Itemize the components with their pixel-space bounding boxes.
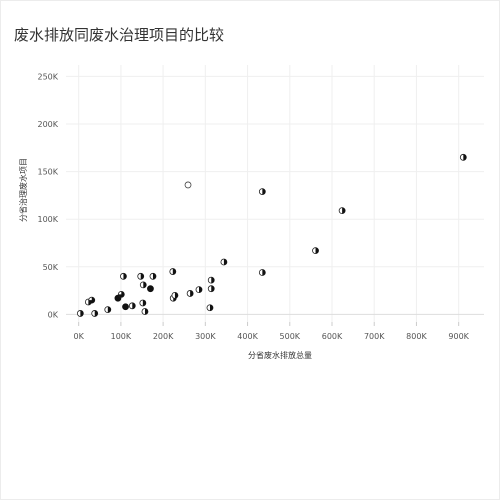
scatter-point[interactable] [184,181,192,189]
scatter-point[interactable] [91,310,99,317]
scatter-point[interactable] [258,188,266,195]
scatter-point[interactable] [137,272,145,280]
x-tick-label: 800K [406,332,427,341]
scatter-point[interactable] [312,247,319,255]
chart-title: 废水排放同废水治理项目的比较 [14,26,225,44]
scatter-point[interactable] [139,299,147,307]
scatter-point[interactable] [169,268,177,275]
scatter-point[interactable] [338,207,346,215]
scatter-point[interactable] [76,310,84,317]
y-axis-label: 分省治理废水项目 [18,158,28,222]
scatter-point[interactable] [88,296,96,304]
scatter-point[interactable] [220,258,228,266]
x-tick-label: 0K [73,332,84,341]
x-tick-label: 200K [153,332,174,341]
x-tick-label: 100K [111,332,132,341]
grid-lines [66,65,484,322]
scatter-point[interactable] [128,302,136,310]
scatter-point[interactable] [258,269,266,276]
scatter-point[interactable] [104,306,112,314]
y-tick-label: 50K [43,263,59,272]
scatter-point[interactable] [171,291,179,299]
y-tick-label: 200K [37,120,58,129]
y-tick-label: 250K [37,72,58,81]
y-tick-label: 0K [48,310,59,319]
scatter-point[interactable] [207,285,215,293]
x-axis-label: 分省废水排放总量 [248,350,312,360]
scatter-point[interactable] [139,281,147,289]
scatter-point[interactable] [120,272,127,280]
x-tick-label: 300K [195,332,216,341]
scatter-point[interactable] [186,290,194,297]
data-points [76,153,467,317]
scatter-point[interactable] [141,308,149,315]
y-tick-label: 150K [37,168,58,177]
x-tick-label: 500K [280,332,301,341]
scatter-point[interactable] [122,303,129,311]
scatter-point[interactable] [195,286,203,294]
x-tick-label: 900K [448,332,469,341]
x-tick-label: 600K [322,332,343,341]
x-tick-label: 400K [237,332,258,341]
y-tick-label: 100K [37,215,58,224]
scatter-point[interactable] [147,285,154,293]
x-tick-label: 700K [364,332,385,341]
scatter-point[interactable] [206,304,214,312]
scatter-point[interactable] [207,276,215,284]
scatter-point[interactable] [149,272,157,280]
axes: 0K 100K 200K 300K 400K 500K 600K 700K 800K 900K 0K… [37,72,469,341]
scatter-point[interactable] [459,153,467,161]
scatter-point[interactable] [117,290,125,298]
